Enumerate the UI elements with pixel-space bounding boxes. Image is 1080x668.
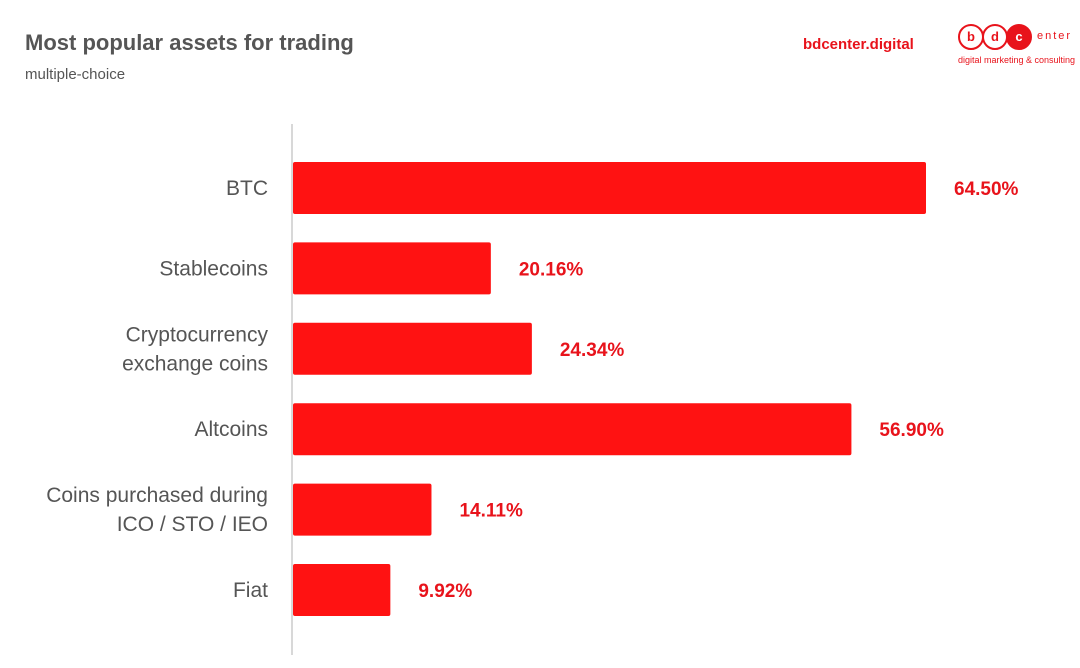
value-label-0: 64.50%	[954, 179, 1019, 200]
category-label-2-line-0: Cryptocurrency	[126, 323, 269, 346]
logo-letter-d: d	[982, 24, 1008, 50]
bar-1	[293, 242, 491, 295]
logo-tagline: digital marketing & consulting	[958, 55, 1076, 65]
category-label-4-line-1: ICO / STO / IEO	[117, 513, 268, 536]
category-label-4-line-0: Coins purchased during	[46, 484, 268, 507]
site-link[interactable]: bdcenter.digital	[803, 36, 914, 53]
value-label-5: 9.92%	[418, 581, 472, 602]
bar-3	[293, 403, 852, 456]
bar-5	[293, 564, 391, 616]
bar-0	[293, 162, 926, 214]
bar-2	[293, 322, 532, 375]
category-label-0: BTC	[226, 177, 268, 200]
value-label-4: 14.11%	[459, 501, 522, 522]
logo-letter-c: c	[1006, 24, 1032, 50]
value-label-2: 24.34%	[560, 340, 625, 361]
bar-4	[293, 483, 432, 536]
chart-title: Most popular assets for trading	[25, 30, 354, 55]
value-label-1: 20.16%	[519, 259, 584, 280]
chart-subtitle: multiple-choice	[25, 66, 126, 83]
brand-logo: b d c enter digital marketing & consulti…	[958, 24, 1075, 68]
category-label-3: Altcoins	[194, 418, 268, 441]
category-label-5: Fiat	[233, 579, 268, 602]
category-label-1: Stablecoins	[159, 257, 268, 280]
category-label-2-line-1: exchange coins	[122, 352, 268, 375]
logo-text-rest: enter	[1037, 30, 1073, 42]
value-label-3: 56.90%	[879, 420, 944, 441]
